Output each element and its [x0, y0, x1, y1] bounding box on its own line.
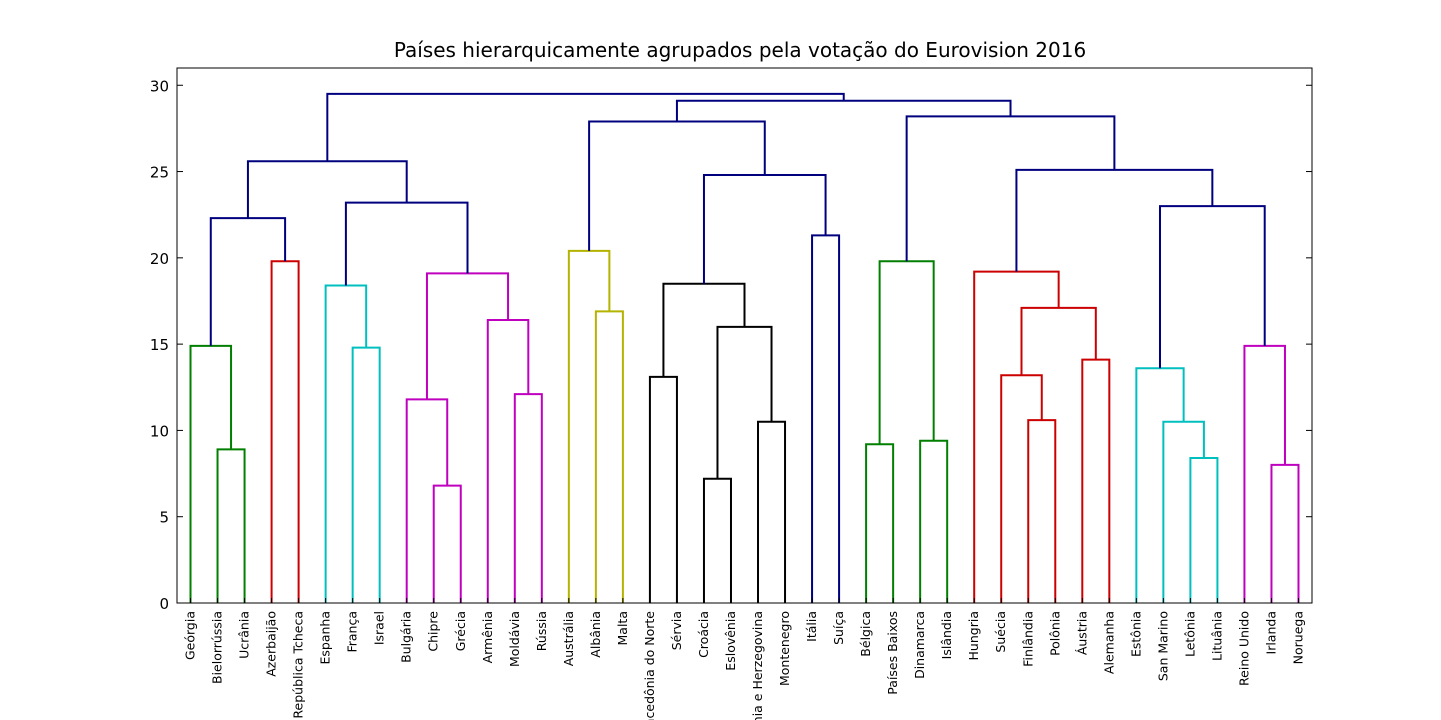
leaf-label: Áustria [1074, 611, 1089, 655]
y-tick-label: 5 [159, 509, 169, 527]
dendrogram-link [675, 99, 1012, 122]
leaf-label: Dinamarca [912, 611, 927, 679]
dendrogram-link [1020, 306, 1097, 376]
leaf-label: Bulgária [399, 611, 414, 663]
leaf-label: Ucrânia [237, 611, 252, 659]
dendrogram-link [648, 375, 678, 603]
dendrogram-link [209, 217, 287, 346]
dendrogram-link [1158, 205, 1266, 369]
leaf-label: Sérvia [669, 611, 684, 650]
dendrogram-link [1270, 463, 1300, 603]
leaf-label: Montenegro [777, 611, 792, 686]
dendrogram-link [189, 344, 233, 603]
dendrogram-link [1015, 168, 1214, 272]
leaf-label: San Marino [1155, 611, 1170, 681]
leaf-label: Irlanda [1263, 611, 1278, 654]
dendrogram-link [716, 325, 773, 479]
leaf-label: Finlândia [1020, 611, 1035, 667]
dendrogram-link [432, 484, 462, 603]
leaf-label: Rússia [534, 611, 549, 651]
leaf-label: Chipre [426, 611, 441, 652]
dendrogram-link [405, 398, 449, 603]
leaf-label: Moldávia [507, 611, 522, 667]
leaf-label: Bósnia e Herzegovina [750, 611, 765, 720]
dendrogram-link [344, 201, 469, 286]
y-tick-label: 15 [150, 336, 169, 354]
dendrogram-link [1027, 419, 1057, 603]
leaf-label: Hungria [966, 611, 981, 660]
dendrogram-link [324, 284, 368, 603]
leaf-label: Polônia [1047, 611, 1062, 656]
dendrogram-link [702, 174, 827, 284]
leaf-label: Bielorrússia [210, 611, 225, 684]
dendrogram-link [662, 282, 746, 377]
leaf-label: Armênia [480, 611, 495, 663]
leaf-label: República Tcheca [291, 611, 306, 719]
leaf-label: Estônia [1128, 611, 1143, 657]
leaf-label: Macedônia do Norte [642, 611, 657, 720]
leaf-label: Islândia [939, 611, 954, 659]
dendrogram-link [919, 439, 949, 603]
dendrogram-link [594, 310, 624, 603]
dendrogram-link [1081, 358, 1111, 603]
dendrogram-link [811, 234, 841, 603]
dendrogram-link [757, 420, 787, 603]
leaf-label: Eslovênia [723, 611, 738, 671]
dendrogram-link [588, 120, 766, 251]
leaf-label: Croácia [696, 611, 711, 658]
dendrogram-link [1135, 367, 1185, 603]
dendrogram-link [905, 115, 1116, 262]
dendrogram-link [425, 272, 510, 400]
y-tick-label: 0 [159, 595, 169, 613]
dendrogram-link [326, 92, 845, 162]
leaf-label: Israel [372, 611, 387, 645]
dendrogram-link [216, 448, 246, 603]
leaf-label: Malta [615, 611, 630, 645]
y-tick-label: 25 [150, 164, 169, 182]
leaf-label: Suécia [993, 611, 1008, 653]
dendrogram-link [270, 260, 300, 603]
dendrogram-link [567, 249, 611, 603]
dendrogram-link [1189, 457, 1219, 603]
dendrogram-link [513, 393, 543, 603]
dendrogram-link [973, 270, 1060, 603]
leaf-label: Austrália [561, 611, 576, 666]
y-tick-label: 30 [150, 77, 169, 95]
chart-title: Países hierarquicamente agrupados pela v… [394, 38, 1086, 62]
leaf-label: Grécia [453, 611, 468, 651]
leaf-label: Noruega [1290, 611, 1305, 664]
dendrogram-link [246, 160, 408, 219]
leaf-label: Albânia [588, 611, 603, 658]
leaf-label: Países Baixos [885, 611, 900, 695]
leaf-label: França [345, 611, 360, 653]
dendrogram-links [189, 92, 1300, 603]
dendrogram-link [865, 443, 895, 603]
leaf-label: Bélgica [858, 611, 873, 657]
leaf-label: Itália [804, 611, 819, 642]
leaf-label: Lituânia [1209, 611, 1224, 661]
leaf-label: Letônia [1182, 611, 1197, 657]
dendrogram-link [1162, 420, 1205, 603]
plot-frame [176, 67, 1313, 604]
leaf-label: Alemanha [1101, 611, 1116, 674]
x-axis-leaf-labels: Geórgia Bielorrússia Ucrânia Azerbaijão Repú… [183, 598, 1305, 720]
leaf-label: Reino Unido [1236, 611, 1251, 686]
dendrogram-link [351, 346, 381, 603]
dendrogram-link [1000, 374, 1043, 603]
dendrogram-link [878, 260, 935, 445]
dendrogram-link [486, 318, 530, 603]
leaf-label: Suíça [831, 611, 846, 645]
dendrogram-link [702, 477, 732, 603]
dendrogram-link [1243, 344, 1286, 603]
leaf-label: Espanha [318, 611, 333, 665]
y-tick-label: 20 [150, 250, 169, 268]
y-axis: 0 5 10 15 20 25 30 [150, 77, 1312, 613]
leaf-label: Geórgia [183, 611, 198, 660]
leaf-label: Azerbaijão [264, 611, 279, 677]
y-tick-label: 10 [150, 422, 169, 440]
